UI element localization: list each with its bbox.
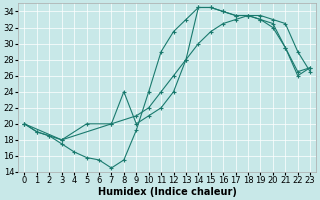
X-axis label: Humidex (Indice chaleur): Humidex (Indice chaleur) (98, 187, 237, 197)
